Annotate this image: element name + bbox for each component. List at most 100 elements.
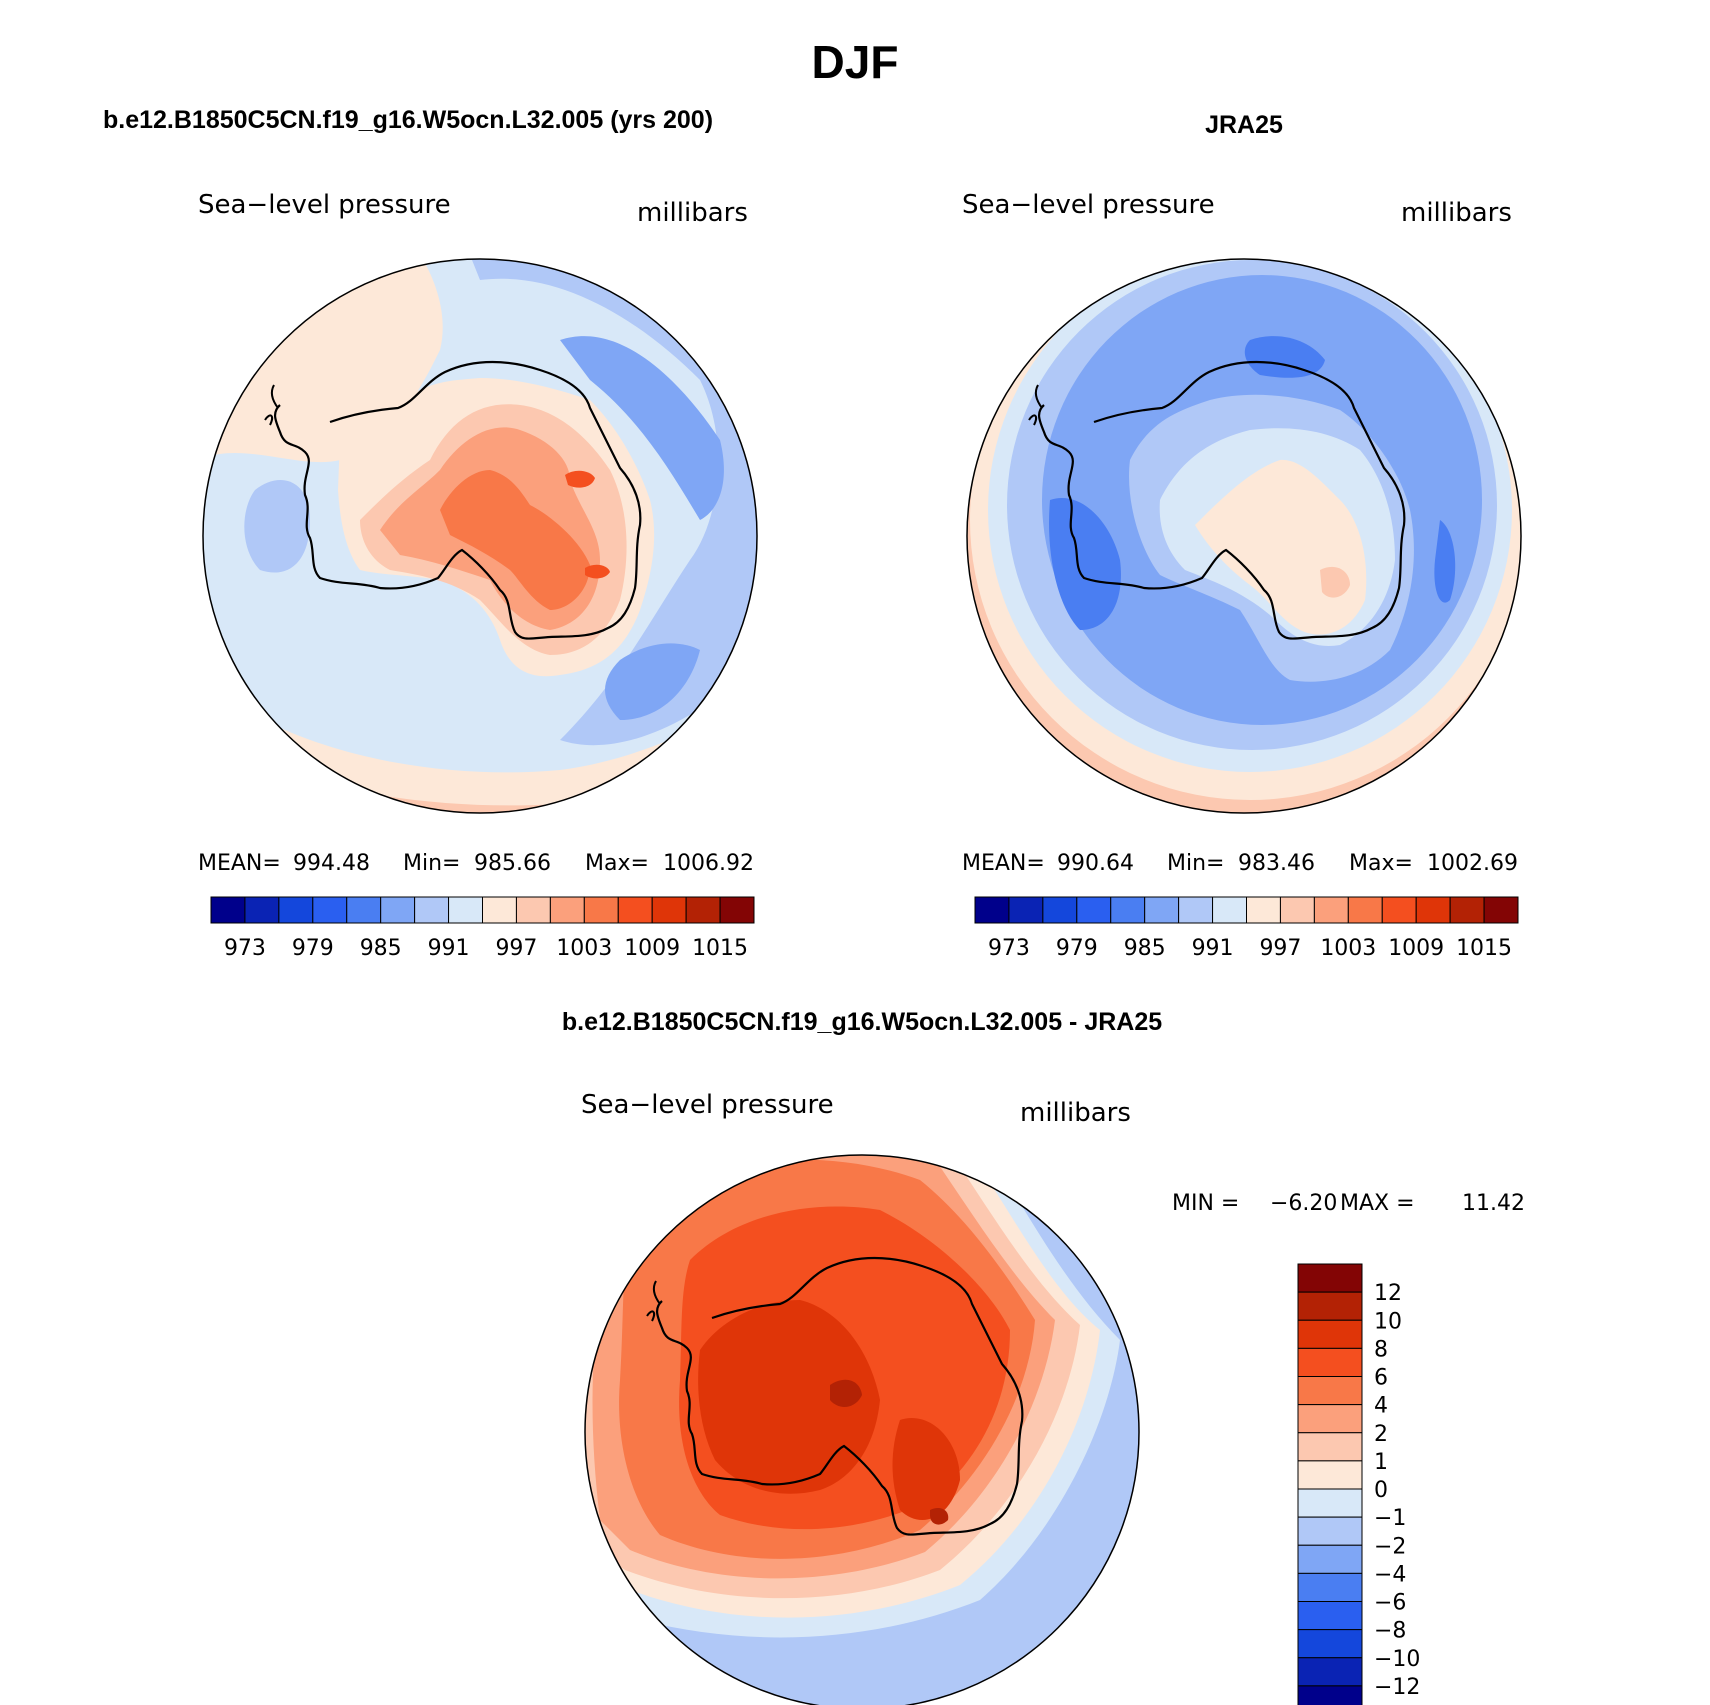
figure-title: DJF [812, 36, 899, 88]
colorbar-tick-label: 979 [292, 936, 334, 961]
map-border [584, 1154, 1140, 1705]
stats-row: MIN = −6.20 MAX = 11.42 [1172, 1191, 1525, 1216]
colorbar-tick-label: 985 [1124, 936, 1166, 961]
max-label: MAX = [1340, 1191, 1415, 1216]
mean-value: 990.64 [1057, 851, 1134, 876]
colorbar-abs-reference: 973 979 985 991 997 1003 1009 1015 [974, 896, 1519, 961]
colorbar-swatch [312, 896, 348, 924]
units-label: millibars [1401, 198, 1512, 228]
colorbar-tick-label: −8 [1374, 1619, 1406, 1644]
colorbar-swatch [1297, 1601, 1363, 1631]
max-value: 1006.92 [663, 851, 754, 876]
colorbar-swatch [1297, 1544, 1363, 1574]
colorbar-tick-label: −1 [1374, 1506, 1406, 1531]
colorbar-swatch [1483, 896, 1519, 924]
colorbar-tick-label: −6 [1374, 1591, 1406, 1616]
min-label: MIN = [1172, 1191, 1239, 1216]
colorbar-swatch [1297, 1404, 1363, 1434]
colorbar-swatch [1297, 1291, 1363, 1321]
colorbar-swatch [1297, 1263, 1363, 1293]
colorbar-tick-label: 1009 [1388, 936, 1444, 961]
min-value: 983.46 [1238, 851, 1315, 876]
colorbar-swatch [1381, 896, 1417, 924]
variable-label: Sea−level pressure [581, 1090, 834, 1120]
colorbar-tick-label: 0 [1374, 1478, 1388, 1503]
colorbar-swatch [685, 896, 721, 924]
colorbar-tick-label: 991 [428, 936, 470, 961]
colorbar-tick-label: 12 [1374, 1281, 1402, 1306]
max-label: Max= [585, 851, 649, 876]
polar-map [585, 1155, 1139, 1705]
colorbar-tick-label: 6 [1374, 1366, 1388, 1391]
colorbar-tick-label: 997 [1259, 936, 1301, 961]
colorbar-swatch [1297, 1629, 1363, 1659]
colorbar-swatch [1246, 896, 1281, 924]
colorbar-tick-label: 1 [1374, 1450, 1388, 1475]
colorbar-swatch [346, 896, 382, 924]
colorbar-swatch [617, 896, 653, 924]
colorbar-swatch [1297, 1376, 1363, 1406]
colorbar-swatch [1297, 1488, 1363, 1518]
colorbar-tick-label: −12 [1374, 1675, 1420, 1700]
colorbar-swatch [278, 896, 314, 924]
colorbar-swatch [1415, 896, 1451, 924]
min-label: Min= [1167, 851, 1224, 876]
colorbar-tick-label: 8 [1374, 1337, 1388, 1362]
colorbar-tick-label: 985 [360, 936, 402, 961]
colorbar-tick-label: −10 [1374, 1647, 1420, 1672]
colorbar-swatch [1347, 896, 1383, 924]
panel-heading: b.e12.B1850C5CN.f19_g16.W5ocn.L32.005 (y… [103, 106, 713, 134]
colorbar-tick-label: −2 [1374, 1534, 1406, 1559]
colorbar-tick-label: 973 [988, 936, 1030, 961]
colorbar-tick-label: 991 [1192, 936, 1234, 961]
colorbar-swatch [1076, 896, 1112, 924]
colorbar-tick-label: 997 [495, 936, 537, 961]
colorbar-swatch [1297, 1319, 1363, 1349]
colorbar-swatch [414, 896, 450, 924]
colorbar-swatch [1297, 1516, 1363, 1546]
colorbar-tick-label: 4 [1374, 1394, 1388, 1419]
colorbar-swatch [1449, 896, 1485, 924]
colorbar-swatch [1178, 896, 1214, 924]
units-label: millibars [637, 198, 748, 228]
max-value: 11.42 [1462, 1191, 1525, 1216]
colorbar-swatch [651, 896, 687, 924]
colorbar-tick-label: 10 [1374, 1309, 1402, 1334]
panel-difference: b.e12.B1850C5CN.f19_g16.W5ocn.L32.005 - … [562, 1008, 1525, 1705]
units-label: millibars [1020, 1098, 1131, 1128]
colorbar-tick-label: 1003 [1320, 936, 1376, 961]
max-label: Max= [1349, 851, 1413, 876]
colorbar-swatch [1313, 896, 1349, 924]
colorbar-swatch [515, 896, 551, 924]
variable-label: Sea−level pressure [198, 190, 451, 220]
colorbar-swatch [1297, 1460, 1363, 1490]
colorbar-swatch [1279, 896, 1315, 924]
colorbar-swatch [1297, 1685, 1363, 1705]
map-border [966, 258, 1522, 814]
min-value: 985.66 [474, 851, 551, 876]
polar-map [967, 259, 1521, 813]
colorbar-swatch [1110, 896, 1146, 924]
polar-map [203, 259, 757, 813]
colorbar-tick-label: 973 [224, 936, 266, 961]
min-label: Min= [403, 851, 460, 876]
colorbar-swatch [974, 896, 1010, 924]
colorbar-swatch [482, 896, 517, 924]
panel-heading: JRA25 [1205, 111, 1283, 139]
panel-model: b.e12.B1850C5CN.f19_g16.W5ocn.L32.005 (y… [103, 106, 758, 961]
panel-reference: JRA25 Sea−level pressure millibars MEAN=… [962, 111, 1522, 961]
colorbar-swatch [1144, 896, 1180, 924]
colorbar-swatch [244, 896, 280, 924]
colorbar-swatch [1212, 896, 1247, 924]
min-value: −6.20 [1270, 1191, 1337, 1216]
colorbar-swatch [1297, 1347, 1363, 1377]
max-value: 1002.69 [1427, 851, 1518, 876]
mean-value: 994.48 [293, 851, 370, 876]
stats-row: MEAN= 990.64 Min= 983.46 Max= 1002.69 [962, 851, 1518, 876]
colorbar-swatch [1297, 1572, 1363, 1602]
colorbar-tick-label: 1003 [556, 936, 612, 961]
colorbar-swatch [1008, 896, 1044, 924]
colorbar-swatch [719, 896, 755, 924]
colorbar-tick-label: 1015 [692, 936, 748, 961]
